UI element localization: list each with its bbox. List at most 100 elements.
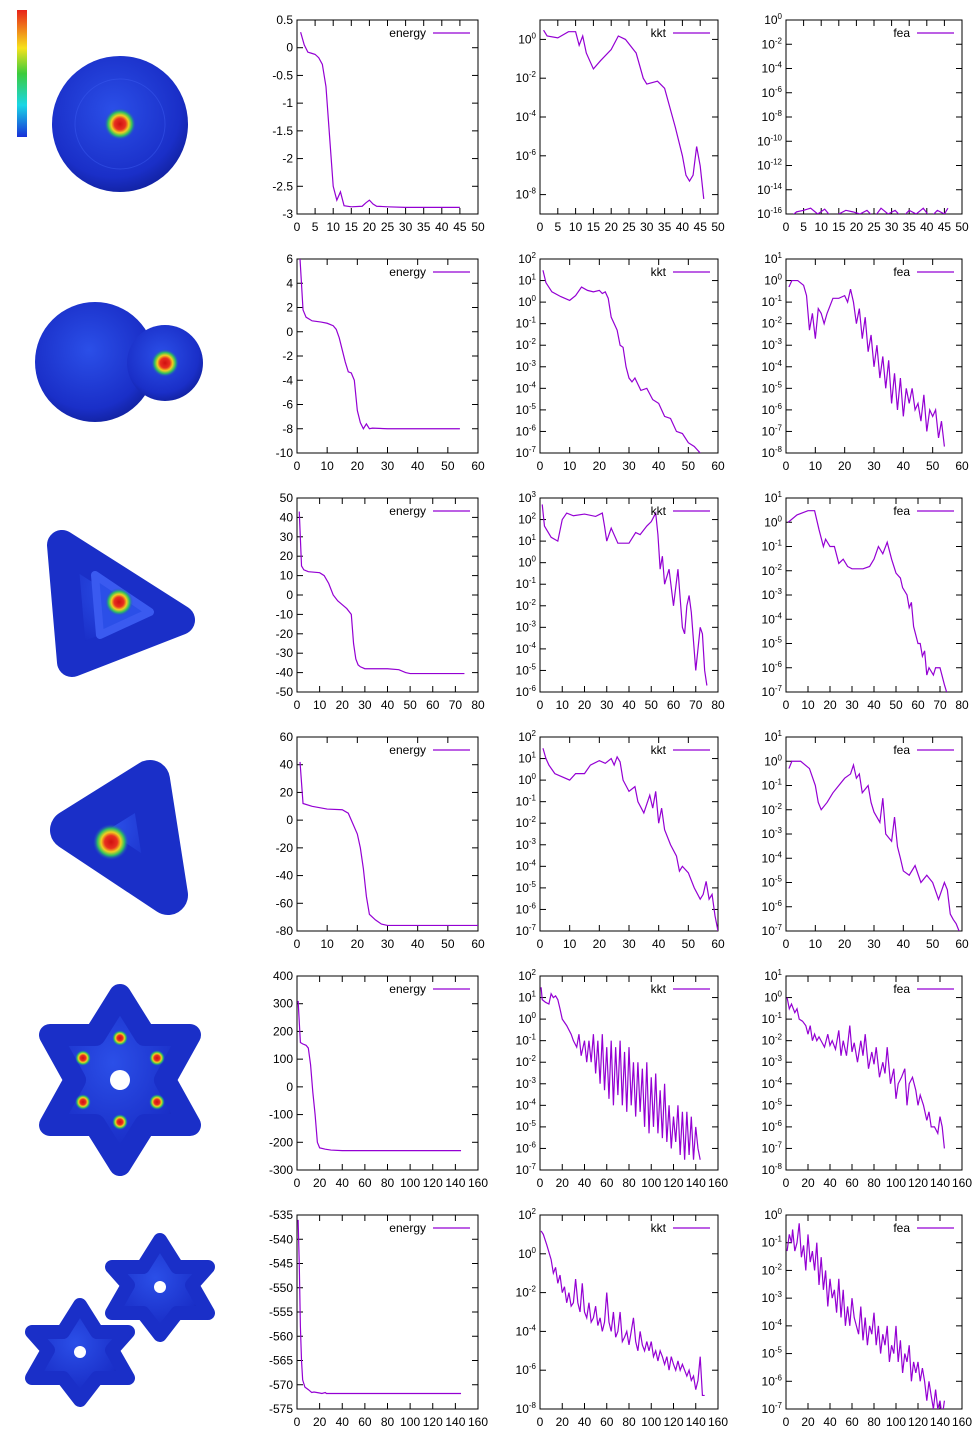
- x-tick-label: 120: [908, 1415, 928, 1429]
- x-tick-label: 30: [381, 459, 395, 473]
- series-line: [297, 1219, 462, 1395]
- legend-label: energy: [389, 504, 426, 518]
- x-tick-label: 0: [783, 937, 790, 951]
- x-tick-label: 40: [897, 459, 911, 473]
- plot: 100 10-2 10-4 10-6 10-8 0 5 10 15 20 25 30 35 40 45 50 k…: [516, 19, 725, 234]
- y-tick-label: 0.5: [276, 13, 293, 27]
- x-tick-label: 40: [867, 698, 881, 712]
- x-tick-label: 20: [556, 1176, 570, 1190]
- y-tick-label: 10-2: [762, 563, 783, 578]
- y-tick-label: 10-8: [762, 109, 783, 124]
- x-tick-label: 80: [711, 698, 725, 712]
- atom: [149, 1094, 165, 1110]
- x-tick-label: 20: [823, 698, 837, 712]
- y-tick-label: -20: [276, 627, 294, 641]
- y-tick-label: -60: [276, 896, 294, 910]
- plot-frame: [539, 975, 719, 1171]
- plot: 103 102 101 100 10-1 10-2 10-3 10-4 10-5 10-60 10 2…: [516, 490, 725, 712]
- y-tick-label: -8: [282, 422, 293, 436]
- y-tick-label: 10-2: [516, 1054, 537, 1069]
- series-line: [793, 207, 949, 214]
- x-tick-label: 160: [952, 1176, 972, 1190]
- y-tick-label: 100: [273, 1052, 293, 1066]
- atom: [75, 1094, 91, 1110]
- x-tick-label: 0: [783, 698, 790, 712]
- x-tick-label: 60: [426, 698, 440, 712]
- y-tick-label: 100: [518, 31, 536, 46]
- y-tick-label: 10-4: [762, 359, 783, 374]
- y-tick-label: -1: [282, 96, 293, 110]
- x-tick-label: 80: [381, 1176, 395, 1190]
- y-tick-label: 10-5: [762, 1097, 783, 1112]
- x-tick-label: 30: [845, 698, 859, 712]
- y-tick-label: 4: [286, 276, 293, 290]
- x-tick-label: 30: [640, 220, 654, 234]
- plot: 101 100 10-1 10-2 10-3 10-4 10-5 10-6 10-70 10 20 3…: [762, 729, 969, 951]
- series-line: [787, 510, 948, 692]
- y-tick-label: 10: [280, 569, 294, 583]
- plot: 102 101 100 10-1 10-2 10-3 10-4 10-5 10-6 10-70 20…: [516, 968, 729, 1190]
- series-line: [300, 32, 460, 208]
- y-tick-label: 10-8: [516, 1401, 537, 1416]
- y-tick-label: 10-2: [762, 36, 783, 51]
- x-tick-label: 50: [682, 937, 696, 951]
- y-tick-label: 102: [518, 1207, 536, 1222]
- x-tick-label: 20: [363, 220, 377, 234]
- y-tick-label: 300: [273, 997, 293, 1011]
- atom: [112, 1030, 128, 1046]
- x-tick-label: 80: [867, 1176, 881, 1190]
- y-tick-label: -2: [282, 349, 293, 363]
- x-tick-label: 60: [358, 1176, 372, 1190]
- x-tick-label: 20: [593, 937, 607, 951]
- y-tick-label: 10-2: [516, 815, 537, 830]
- x-tick-label: 0: [537, 937, 544, 951]
- y-tick-label: -80: [276, 924, 294, 938]
- x-tick-label: 0: [783, 459, 790, 473]
- y-tick-label: 10-4: [762, 611, 783, 626]
- y-tick-label: 100: [764, 273, 782, 288]
- y-tick-label: 10-3: [762, 826, 783, 841]
- y-tick-label: 10-6: [762, 660, 783, 675]
- legend-label: fea: [893, 504, 910, 518]
- y-tick-label: 10-4: [516, 1323, 537, 1338]
- y-tick-label: 10-1: [762, 1011, 783, 1026]
- x-tick-label: 40: [652, 459, 666, 473]
- legend-label: kkt: [651, 982, 667, 996]
- series-line: [542, 748, 718, 931]
- series-line: [540, 987, 701, 1160]
- y-tick-label: -535: [269, 1208, 293, 1222]
- x-tick-label: 60: [911, 698, 925, 712]
- y-tick-label: -30: [276, 646, 294, 660]
- y-tick-label: 10-3: [762, 1290, 783, 1305]
- plot-frame: [296, 975, 479, 1171]
- series-line: [298, 511, 465, 675]
- atom: [149, 1050, 165, 1066]
- x-tick-label: 0: [294, 1176, 301, 1190]
- legend-label: fea: [893, 1221, 910, 1235]
- series-line: [788, 279, 945, 447]
- x-tick-label: 40: [920, 220, 934, 234]
- ring-hole: [110, 1070, 130, 1090]
- x-tick-label: 60: [711, 937, 725, 951]
- y-tick-label: 10-8: [762, 1162, 783, 1177]
- y-tick-label: 10-6: [762, 402, 783, 417]
- y-tick-label: 10-4: [516, 380, 537, 395]
- x-tick-label: 20: [801, 1415, 815, 1429]
- legend-label: kkt: [651, 26, 667, 40]
- x-tick-label: 60: [955, 459, 969, 473]
- x-tick-label: 50: [889, 698, 903, 712]
- y-tick-label: -570: [269, 1378, 293, 1392]
- y-tick-label: -545: [269, 1257, 293, 1271]
- y-tick-label: 10-3: [762, 1054, 783, 1069]
- y-tick-label: 10-16: [757, 206, 782, 221]
- x-tick-label: 0: [537, 698, 544, 712]
- series-line: [540, 1230, 705, 1397]
- y-tick-label: 10-6: [762, 85, 783, 100]
- y-tick-label: 30: [280, 530, 294, 544]
- y-tick-label: -6: [282, 398, 293, 412]
- y-tick-label: 10-2: [516, 1285, 537, 1300]
- series-line: [299, 761, 478, 927]
- x-tick-label: 60: [600, 1176, 614, 1190]
- plot: 101 100 10-1 10-2 10-3 10-4 10-5 10-6 10-7 10-80 2…: [762, 968, 973, 1190]
